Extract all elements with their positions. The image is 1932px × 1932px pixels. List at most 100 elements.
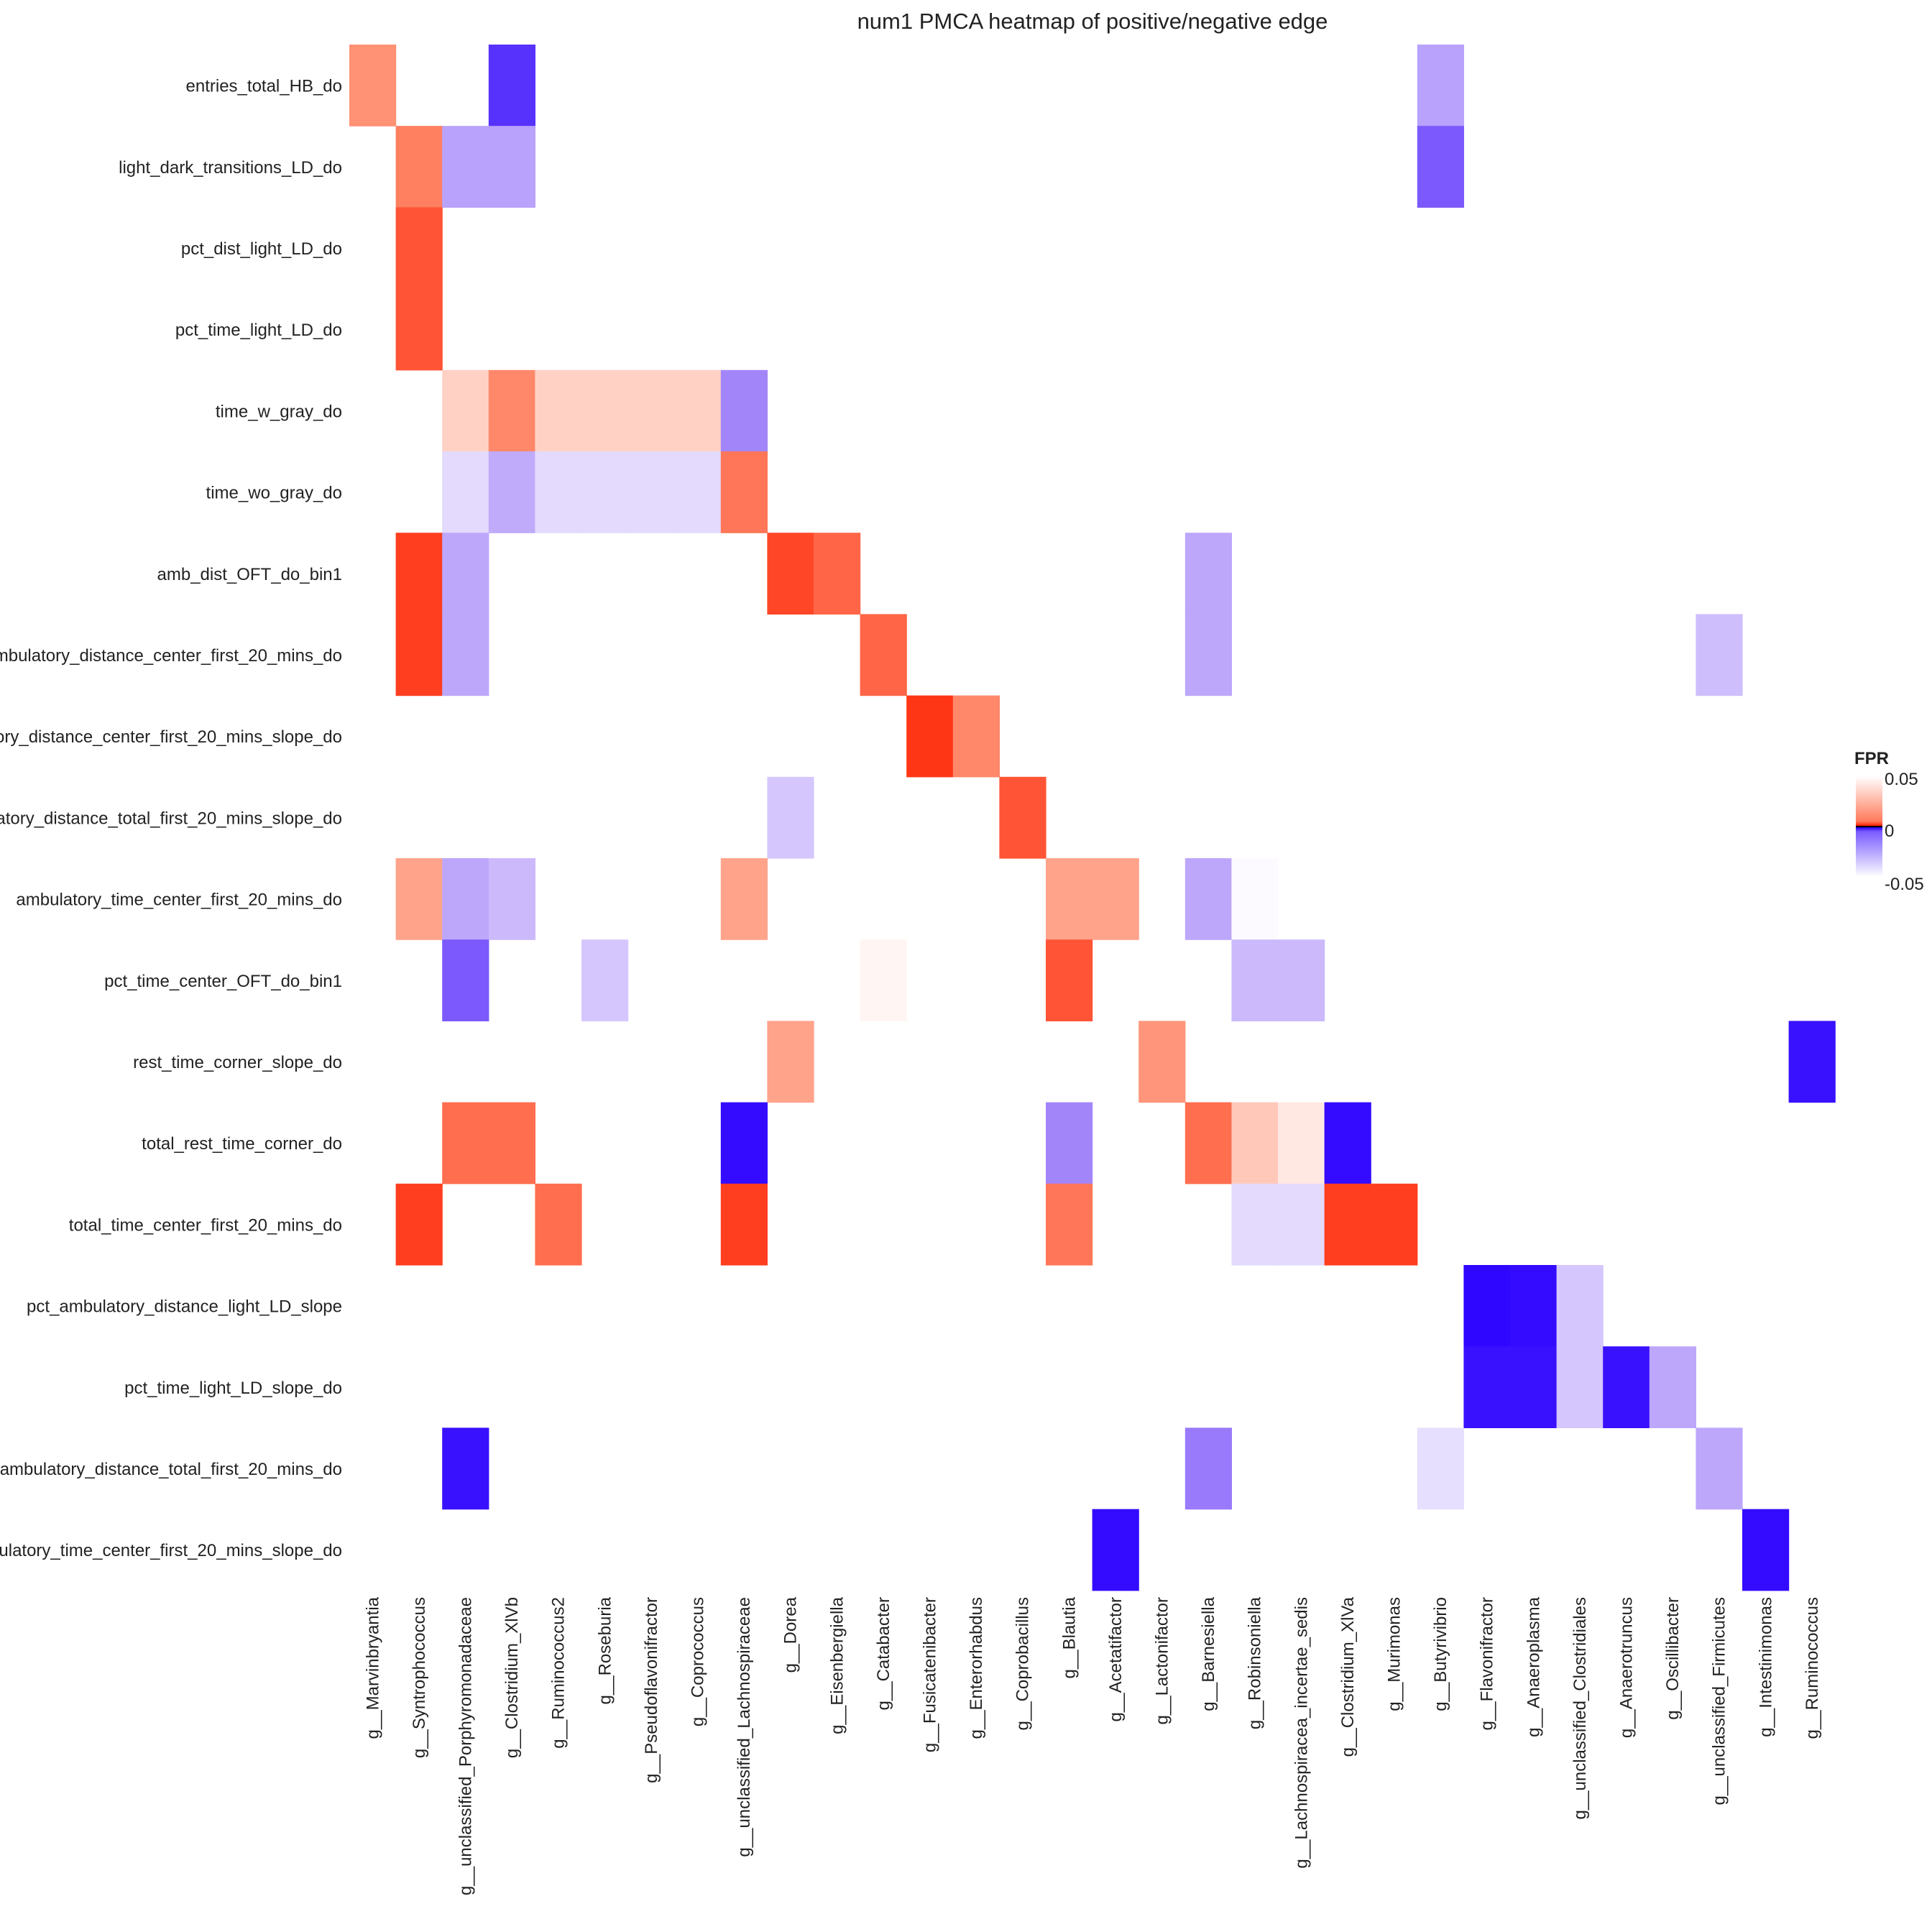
heatmap-cell	[1184, 1427, 1232, 1510]
row-label: pct_ambulatory_distance_light_LD_slope	[27, 1297, 342, 1317]
column-label: g__Coprobacillus	[1013, 1597, 1033, 1730]
column-label: g__Robinsoniella	[1246, 1596, 1265, 1729]
heatmap-cell	[488, 126, 535, 208]
column-label: g__Clostridium_XlVb	[502, 1597, 522, 1758]
heatmap-cell	[767, 533, 814, 615]
column-label: g__Anaeroplasma	[1524, 1596, 1543, 1736]
heatmap-cell	[906, 695, 954, 778]
heatmap-cell	[442, 858, 489, 940]
column-label: g__Catabacter	[874, 1597, 893, 1710]
column-label: g__Ruminococcus2	[549, 1597, 569, 1749]
heatmap-cell	[1092, 1509, 1139, 1591]
heatmap-cell	[442, 614, 489, 696]
heatmap-cell	[1184, 858, 1232, 940]
legend-ticks: 0.05 0 -0.05	[1856, 770, 1924, 894]
heatmap-cell	[720, 451, 768, 533]
row-label: ambulatory_distance_center_first_20_mins…	[0, 646, 342, 666]
column-label: g__Dorea	[781, 1596, 801, 1673]
heatmap-cell	[1231, 858, 1279, 940]
legend-tick-label: 0.05	[1885, 770, 1918, 789]
row-label: total_time_center_first_20_mins_do	[69, 1215, 342, 1235]
heatmap-cell	[442, 1102, 489, 1184]
column-label: g__Ruminococcus	[1803, 1597, 1822, 1739]
heatmap-cell	[349, 45, 397, 126]
heatmap-cell	[767, 776, 814, 859]
heatmap-cell	[860, 614, 907, 696]
heatmap-cell	[1138, 1021, 1186, 1103]
heatmap-cell	[1417, 1427, 1464, 1510]
column-label: g__Pseudoflavonifractor	[642, 1597, 661, 1783]
row-label: ambulatory_distance_center_first_20_mins…	[0, 727, 342, 747]
row-label: pct_time_light_LD_slope_do	[124, 1379, 342, 1398]
heatmap-cell	[674, 369, 722, 452]
column-label: g__Coprococcus	[689, 1597, 708, 1726]
column-label: g__unclassified_Porphyromonadaceae	[456, 1597, 476, 1895]
heatmap-cell	[1371, 1183, 1418, 1266]
heatmap-cell	[1046, 1183, 1093, 1266]
row-label: pct_dist_light_LD_do	[181, 239, 342, 259]
heatmap-cell	[1696, 614, 1743, 696]
heatmap-cell	[1324, 1183, 1371, 1266]
heatmap-cell	[442, 939, 489, 1021]
heatmap-cell	[535, 1183, 582, 1266]
heatmap-cell	[1603, 1346, 1650, 1428]
row-label: time_wo_gray_do	[206, 484, 342, 503]
column-label: g__Butyrivibrio	[1431, 1597, 1450, 1711]
heatmap-cell	[1696, 1427, 1743, 1510]
heatmap-cell	[1184, 1102, 1232, 1184]
legend-title: FPR	[1854, 749, 1889, 768]
heatmap-cell	[1417, 126, 1464, 208]
heatmap-cell	[1510, 1265, 1558, 1347]
heatmap-cell	[1231, 939, 1279, 1021]
heatmap-cell	[1324, 1102, 1371, 1184]
legend-tick-label: 0	[1885, 822, 1894, 841]
column-label: g__Syntrophococcus	[410, 1597, 429, 1758]
row-label: entries_total_HB_do	[186, 77, 342, 96]
column-label: g__Lachnospiracea_incertae_sedis	[1292, 1597, 1311, 1869]
heatmap-cell	[488, 369, 535, 452]
heatmap-cell	[999, 776, 1046, 859]
heatmap-cell	[1278, 939, 1325, 1021]
heatmap-cell	[488, 451, 535, 533]
column-label: g__Flavonifractor	[1478, 1597, 1497, 1730]
heatmap-cell	[720, 369, 768, 452]
heatmap-cell	[674, 451, 722, 533]
chart-title: num1 PMCA heatmap of positive/negative e…	[857, 9, 1328, 34]
heatmap-cell	[767, 1021, 814, 1103]
row-label: ambulatory_distance_total_first_20_mins_…	[0, 809, 342, 828]
heatmap-cell	[535, 451, 582, 533]
column-label: g__Murimonas	[1385, 1597, 1404, 1711]
heatmap-cell	[814, 533, 861, 615]
heatmap-cell	[1463, 1346, 1511, 1428]
heatmap-cell	[442, 369, 489, 452]
heatmap-cell	[1046, 939, 1093, 1021]
column-label: g__Eisenbergiella	[827, 1596, 847, 1734]
heatmap-cell	[1046, 1102, 1093, 1184]
heatmap-cell	[395, 207, 443, 290]
heatmap-cell	[535, 369, 582, 452]
heatmap-cell	[627, 451, 675, 533]
column-label: g__unclassified_Firmicutes	[1710, 1597, 1729, 1805]
heatmap-cell	[1046, 858, 1093, 940]
column-label: g__Roseburia	[595, 1596, 615, 1704]
heatmap-cell	[1231, 1102, 1279, 1184]
row-label: ambulatory_time_center_first_20_mins_do	[16, 891, 342, 910]
heatmap-cell	[395, 614, 443, 696]
column-label: g__Marvinbryantia	[363, 1596, 382, 1739]
row-label: ambulatory_distance_total_first_20_mins_…	[0, 1460, 342, 1479]
column-label: g__Fusicatenibacter	[921, 1597, 940, 1752]
column-label: g__unclassified_Lachnospiraceae	[735, 1597, 754, 1857]
heatmap-cell	[1510, 1346, 1558, 1428]
heatmap-cell	[1556, 1265, 1604, 1347]
row-label: ambulatory_time_center_first_20_mins_slo…	[0, 1541, 342, 1560]
heatmap-cell	[1742, 1509, 1790, 1591]
column-label: g__unclassified_Clostridiales	[1570, 1597, 1590, 1820]
legend-tick-label: -0.05	[1885, 875, 1924, 894]
heatmap-cell	[627, 369, 675, 452]
heatmap-cell	[1184, 614, 1232, 696]
heatmap-cell	[720, 858, 768, 940]
row-label: pct_time_center_OFT_do_bin1	[104, 972, 342, 991]
heatmap-cell	[488, 1102, 535, 1184]
row-label: amb_dist_OFT_do_bin1	[157, 565, 342, 584]
heatmap-cell	[1231, 1183, 1279, 1266]
